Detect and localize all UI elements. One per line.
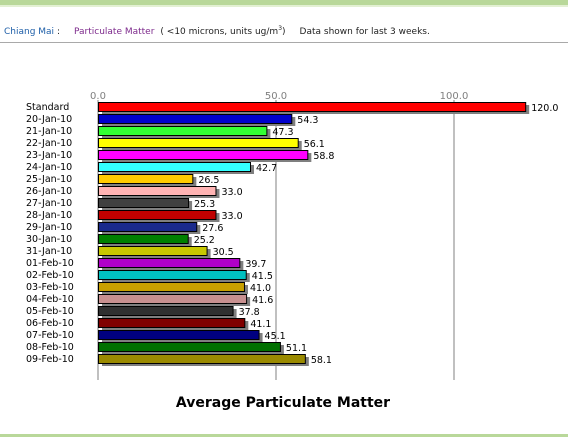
bar [98,138,299,148]
x-tick-label: 0.0 [90,91,106,102]
value-label: 120.0 [531,103,558,114]
bar [98,234,189,244]
value-label: 56.1 [304,139,325,150]
value-label: 26.5 [198,175,219,186]
bar [98,294,248,304]
bar [98,342,281,352]
bar [98,354,306,364]
value-label: 58.8 [313,151,334,162]
chart-title: Average Particulate Matter [176,395,390,411]
category-label: 27-Jan-10 [26,198,72,209]
location-label: Chiang Mai [4,27,55,37]
category-label: 31-Jan-10 [26,246,72,257]
value-label: 54.3 [297,115,318,126]
bar [98,210,217,220]
bar [98,222,198,232]
value-label: 41.6 [252,295,273,306]
category-label: 20-Jan-10 [26,114,72,125]
value-label: 41.0 [250,283,271,294]
value-label: 42.7 [256,163,277,174]
value-label: 58.1 [311,355,332,366]
location-separator: : [56,27,60,37]
bottom-accent-band [0,434,568,437]
bar [98,126,268,136]
category-label: 01-Feb-10 [26,258,74,269]
category-label: Standard [26,102,69,113]
category-label: 05-Feb-10 [26,306,74,317]
category-label: 08-Feb-10 [26,342,74,353]
bar [98,306,234,316]
value-label: 41.1 [250,319,271,330]
value-label: 25.3 [194,199,215,210]
x-tick-label: 50.0 [265,91,287,102]
value-label: 51.1 [286,343,307,354]
header-divider [0,42,568,43]
bar [98,246,208,256]
parameter-label: Particulate Matter [73,27,155,37]
bar [98,318,246,328]
bar [98,174,194,184]
category-label: 24-Jan-10 [26,162,72,173]
category-label: 29-Jan-10 [26,222,72,233]
bar [98,162,252,172]
category-label: 02-Feb-10 [26,270,74,281]
bar [98,102,527,112]
bar [98,186,217,196]
category-label: 06-Feb-10 [26,318,74,329]
bar [98,270,247,280]
value-label: 41.5 [252,271,273,282]
value-label: 45.1 [265,331,286,342]
category-label: 26-Jan-10 [26,186,72,197]
value-label: 33.0 [221,211,242,222]
bar [98,282,245,292]
bar [98,198,190,208]
value-label: 25.2 [194,235,215,246]
value-label: 30.5 [213,247,234,258]
value-label: 39.7 [245,259,266,270]
category-label: 28-Jan-10 [26,210,72,221]
value-label: 37.8 [239,307,260,318]
category-label: 09-Feb-10 [26,354,74,365]
category-label: 30-Jan-10 [26,234,72,245]
value-label: 27.6 [202,223,223,234]
category-label: 07-Feb-10 [26,330,74,341]
period-note: Data shown for last 3 weeks. [299,27,430,37]
category-label: 25-Jan-10 [26,174,72,185]
category-label: 04-Feb-10 [26,294,74,305]
units-label: ( <10 microns, units ug/m3) [160,25,286,38]
category-label: 21-Jan-10 [26,126,72,137]
value-label: 33.0 [221,187,242,198]
category-label: 22-Jan-10 [26,138,72,149]
category-label: 23-Jan-10 [26,150,72,161]
x-tick-label: 100.0 [440,91,469,102]
category-label: 03-Feb-10 [26,282,74,293]
top-accent-band [0,0,568,5]
chart-header: Chiang Mai : Particulate Matter ( <10 micr… [4,26,564,38]
bar [98,258,241,268]
top-accent-band-light [0,5,568,7]
value-label: 47.3 [272,127,293,138]
bar [98,150,309,160]
bar [98,330,260,340]
bar [98,114,293,124]
